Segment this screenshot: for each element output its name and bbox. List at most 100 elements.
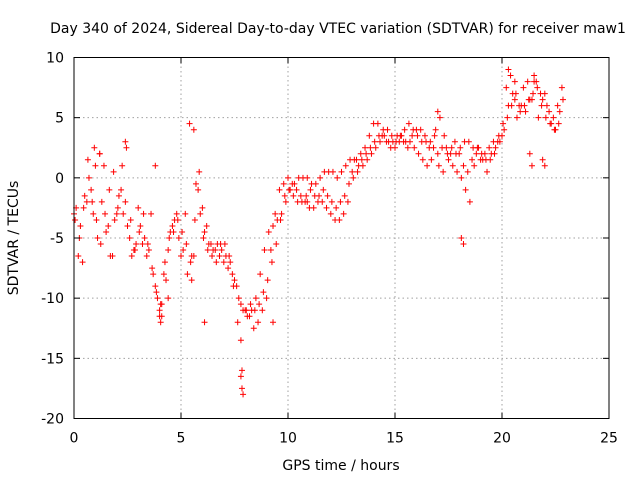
data-point [448,144,455,151]
data-point [328,198,335,205]
data-point [520,84,527,91]
series-track-c [72,84,566,374]
y-tick-label: 5 [55,111,64,127]
data-point [72,216,79,223]
data-point [349,168,356,175]
data-point [487,156,494,163]
data-point [417,126,424,133]
data-point [478,150,485,157]
data-point [511,96,518,103]
data-point [531,72,538,79]
data-point [377,138,384,145]
data-point [304,174,311,181]
data-point [255,319,262,326]
data-point [103,228,110,235]
data-point [546,108,553,115]
data-point [554,102,561,109]
data-point [163,277,170,284]
data-point [392,144,398,151]
y-tick-label: 0 [55,171,64,187]
data-point [195,186,202,193]
data-point [534,84,541,91]
data-point [216,253,223,260]
data-point [105,222,112,229]
data-point [282,198,289,205]
data-point [173,210,180,217]
data-point [303,192,310,199]
data-point [238,385,245,392]
data-point [247,301,254,308]
data-point [184,271,191,278]
data-point [336,216,343,223]
data-point [261,247,268,254]
data-point [405,120,412,127]
data-point [327,210,334,217]
data-point [231,277,238,284]
data-point [559,96,566,103]
data-point [157,319,164,326]
data-point [200,235,207,241]
data-point [364,156,371,163]
data-point [166,235,173,241]
data-point [431,132,438,139]
data-point [486,144,493,151]
data-point [256,301,263,308]
data-point [404,144,411,151]
x-tick-label: 10 [279,431,297,447]
data-point [131,247,138,254]
data-point [188,277,195,284]
data-point [504,114,511,121]
data-point [75,253,82,260]
data-point [323,204,330,211]
data-point [156,307,163,314]
chart-title: Day 340 of 2024, Sidereal Day-to-day VTE… [50,21,626,37]
data-point [434,150,441,157]
data-point [187,259,194,266]
data-point [94,235,101,241]
data-point [218,247,225,254]
data-point [220,259,227,266]
data-point [180,247,187,254]
data-point [538,102,545,109]
data-point [120,210,127,217]
data-point [270,319,277,326]
data-point [329,168,336,175]
data-point [496,138,503,145]
data-point [285,174,291,181]
data-point [551,126,558,133]
data-point [272,210,279,217]
data-point [505,66,512,73]
data-point [542,114,549,121]
data-point [344,198,351,205]
data-point [525,96,532,103]
data-point [257,271,264,278]
y-tick-label: 10 [46,51,64,67]
data-point [136,228,143,235]
data-point [319,198,326,205]
data-point [115,192,122,199]
data-point [436,114,443,121]
data-point [90,210,97,217]
data-point [192,180,199,187]
data-point [338,168,345,175]
data-point [237,373,244,380]
data-point [414,132,421,139]
data-point [229,271,236,278]
data-point [465,138,472,145]
data-point [462,186,469,193]
data-point [366,132,373,139]
data-point [393,138,400,145]
data-point [235,295,242,302]
data-point [341,192,348,199]
data-point [170,228,177,235]
data-point [357,150,364,157]
data-point [160,271,167,278]
x-tick-label: 0 [70,431,79,447]
data-point [374,120,381,127]
data-point [310,204,317,211]
data-point [324,192,331,199]
data-point [243,307,250,314]
data-point [124,222,131,229]
data-point [473,150,480,157]
y-tick-label: -20 [41,412,64,428]
